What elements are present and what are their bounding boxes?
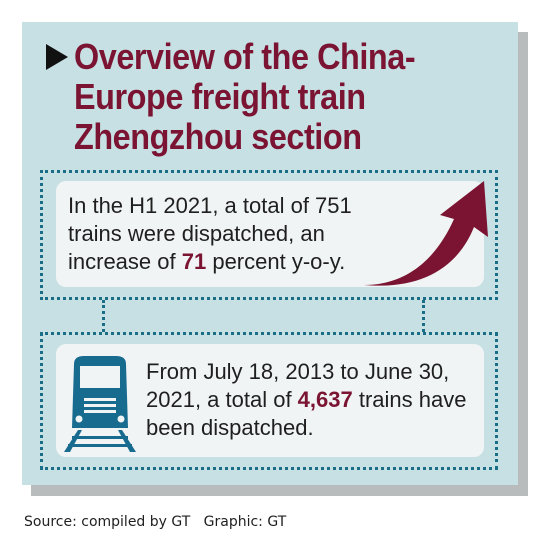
stat-highlight-percent: 71 (181, 249, 207, 274)
infographic-title: Overview of the China-Europe freight tra… (74, 36, 416, 157)
dotted-connector-left (102, 300, 105, 332)
stat-highlight-total: 4,637 (297, 387, 353, 412)
stat-text-cumulative: From July 18, 2013 to June 30, 2021, a t… (146, 358, 476, 442)
stat-text-h1-suffix: percent y-o-y. (206, 249, 346, 274)
train-icon (64, 356, 136, 452)
source-credit: Source: compiled by GT Graphic: GT (24, 514, 287, 530)
dotted-frame-top (40, 170, 498, 300)
stat-text-h1-2021: In the H1 2021, a total of 751 trains we… (68, 192, 408, 276)
upward-arrow-icon (364, 181, 488, 286)
stat-card-h1-2021 (56, 181, 484, 287)
dotted-connector-right (422, 300, 425, 332)
dotted-frame-bottom (40, 332, 498, 470)
stat-text-cumulative-prefix: From July 18, 2013 to June 30, 2021, a t… (146, 359, 450, 412)
stat-text-h1-prefix: In the H1 2021, a total of 751 trains we… (68, 193, 352, 274)
stat-text-cumulative-suffix: trains have been dispatched. (146, 387, 467, 440)
play-triangle-icon (46, 44, 68, 70)
